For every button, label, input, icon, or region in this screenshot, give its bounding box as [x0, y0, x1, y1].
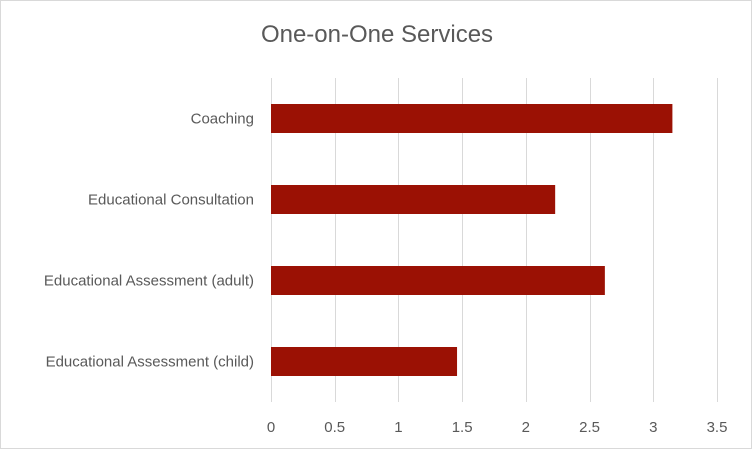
category-label: Educational Consultation [88, 192, 254, 209]
x-tick-label: 1.5 [452, 419, 473, 436]
x-tick-label: 1 [394, 419, 402, 436]
chart-title: One-on-One Services [260, 21, 494, 48]
x-tick-label: 0 [267, 419, 275, 436]
category-label: Educational Assessment (child) [46, 354, 254, 371]
x-tick-label: 2 [522, 419, 530, 436]
bar [271, 185, 556, 214]
category-label: Coaching [191, 111, 254, 128]
x-tick-label: 3 [649, 419, 657, 436]
x-tick-label: 0.5 [324, 419, 345, 436]
x-tick-label: 2.5 [579, 419, 600, 436]
x-tick-label: 3.5 [707, 419, 728, 436]
bar [271, 266, 605, 295]
bar [271, 347, 458, 376]
category-label: Educational Assessment (adult) [44, 273, 254, 290]
bar [271, 104, 673, 133]
